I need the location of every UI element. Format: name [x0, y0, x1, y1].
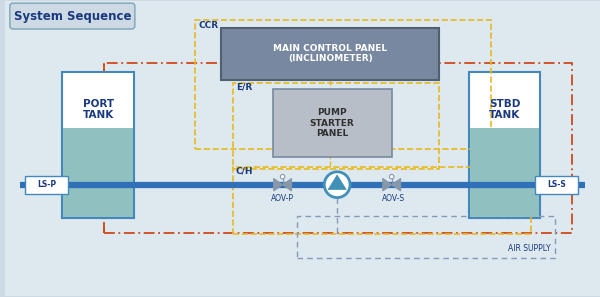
Polygon shape	[383, 178, 392, 191]
Bar	[104, 63, 572, 233]
Text: AOV-P: AOV-P	[271, 194, 294, 203]
Bar	[298, 217, 556, 258]
Text: AIR SUPPLY: AIR SUPPLY	[508, 244, 550, 253]
Bar	[196, 20, 491, 149]
Circle shape	[389, 174, 394, 179]
Text: PORT
TANK: PORT TANK	[82, 99, 114, 120]
Text: C/H: C/H	[236, 166, 253, 175]
Bar	[25, 176, 68, 194]
Bar	[233, 167, 530, 234]
Text: AOV-S: AOV-S	[382, 194, 405, 203]
Polygon shape	[283, 178, 292, 191]
Polygon shape	[274, 178, 283, 191]
Bar	[535, 176, 578, 194]
Text: MAIN CONTROL PANEL
(INCLINOMETER): MAIN CONTROL PANEL (INCLINOMETER)	[273, 44, 387, 64]
Bar	[469, 72, 541, 218]
FancyBboxPatch shape	[3, 0, 600, 297]
Circle shape	[324, 172, 350, 198]
Text: System Sequence: System Sequence	[14, 10, 131, 23]
Text: E/R: E/R	[236, 82, 252, 91]
Text: PUMP
STARTER
PANEL: PUMP STARTER PANEL	[310, 108, 355, 138]
Text: CCR: CCR	[199, 20, 218, 29]
Circle shape	[280, 174, 285, 179]
Polygon shape	[328, 175, 346, 189]
Polygon shape	[392, 178, 401, 191]
Bar	[62, 72, 134, 218]
Text: STBD
TANK: STBD TANK	[489, 99, 520, 120]
Bar	[64, 128, 133, 217]
FancyBboxPatch shape	[10, 3, 135, 29]
Bar	[470, 128, 539, 217]
Bar	[233, 83, 439, 169]
Bar	[221, 28, 439, 80]
Text: LS-P: LS-P	[37, 180, 56, 189]
Text: LS-S: LS-S	[547, 180, 566, 189]
Bar	[272, 89, 392, 157]
